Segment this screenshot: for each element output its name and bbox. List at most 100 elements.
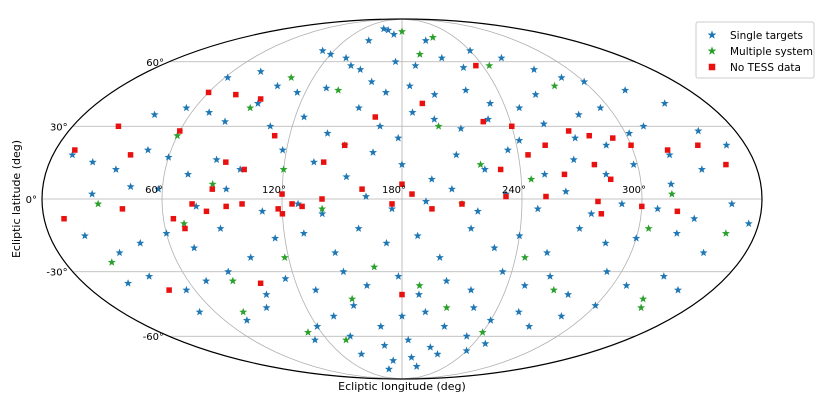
single-target-point xyxy=(459,63,468,71)
no-tess-data-point xyxy=(607,176,614,183)
single-target-point xyxy=(266,122,275,130)
no-tess-data-point xyxy=(473,62,479,69)
multiple-system-point xyxy=(442,303,451,312)
multiple-system-point xyxy=(239,307,248,316)
single-target-point xyxy=(574,110,583,119)
no-tess-data-point xyxy=(480,118,487,125)
no-tess-data-point xyxy=(598,211,605,217)
y-tick-label: -30° xyxy=(46,268,67,279)
single-target-point xyxy=(435,253,444,261)
single-target-point xyxy=(486,316,495,324)
single-target-point xyxy=(744,219,753,228)
single-target-point xyxy=(342,53,351,62)
no-tess-data-point xyxy=(203,208,210,215)
single-target-point xyxy=(346,61,355,70)
single-target-point xyxy=(389,356,398,364)
single-target-point xyxy=(143,145,152,154)
single-target-point xyxy=(126,182,135,191)
multiple-system-point xyxy=(94,199,103,208)
x-tick-label: 120° xyxy=(262,185,286,196)
multiple-system-point xyxy=(334,86,343,94)
no-tess-data-point xyxy=(275,206,281,212)
graticule xyxy=(42,18,762,380)
single-target-point xyxy=(490,243,499,252)
single-target-point xyxy=(452,150,461,159)
no-tess-data-point xyxy=(610,135,616,141)
multiple-system-point xyxy=(228,276,237,285)
no-tess-data-point xyxy=(189,201,195,207)
no-tess-data-point xyxy=(459,201,465,207)
single-target-point xyxy=(162,229,171,237)
x-tick-label: 180° xyxy=(382,185,406,196)
single-target-point xyxy=(667,180,676,188)
single-target-point xyxy=(580,77,589,86)
multiple-system-point xyxy=(415,281,424,289)
multiple-system-point xyxy=(180,219,189,228)
x-axis-label: Ecliptic longitude (deg) xyxy=(338,380,466,393)
single-target-point xyxy=(404,335,413,344)
legend-label: No TESS data xyxy=(730,62,801,74)
single-target-point xyxy=(539,119,548,128)
single-target-point xyxy=(216,224,225,232)
no-tess-data-point xyxy=(223,159,229,165)
no-tess-data-point xyxy=(359,186,365,192)
multiple-system-point xyxy=(370,262,379,271)
single-target-point xyxy=(520,281,529,289)
single-target-point xyxy=(262,303,271,312)
no-tess-data-point xyxy=(542,142,548,148)
no-tess-data-point xyxy=(409,191,415,197)
single-target-point xyxy=(88,189,97,198)
x-tick-label: 60° xyxy=(145,185,163,196)
multiple-system-point xyxy=(415,50,424,58)
single-target-point xyxy=(205,108,214,116)
single-target-point xyxy=(354,224,363,232)
single-target-point xyxy=(389,30,398,38)
single-target-point xyxy=(561,187,570,195)
single-target-point xyxy=(68,150,77,159)
multiple-system-point xyxy=(434,122,443,130)
single-target-point xyxy=(202,276,211,285)
single-target-point xyxy=(115,248,124,257)
single-target-point xyxy=(342,172,351,181)
single-target-point xyxy=(632,234,641,242)
single-target-point xyxy=(596,103,605,112)
single-target-point xyxy=(364,36,373,44)
single-target-point xyxy=(433,349,442,358)
y-tick-label: -60° xyxy=(143,332,164,343)
no-tess-data-point xyxy=(223,203,229,210)
no-tess-data-point xyxy=(497,166,504,173)
single-target-point xyxy=(531,90,540,98)
single-target-point xyxy=(124,279,133,287)
multiple-system-point xyxy=(428,33,437,41)
no-tess-data-point xyxy=(241,166,247,173)
single-target-point xyxy=(480,165,489,173)
single-target-point xyxy=(111,165,120,173)
single-target-point xyxy=(456,124,465,133)
single-target-point xyxy=(224,267,233,276)
no-tess-data-point xyxy=(591,161,598,168)
single-target-point xyxy=(281,274,290,283)
single-target-point xyxy=(349,301,358,309)
no-tess-data-point xyxy=(61,215,67,222)
no-tess-data-point xyxy=(372,114,379,120)
single-target-point xyxy=(346,332,355,340)
single-target-point xyxy=(150,110,159,119)
single-target-point xyxy=(145,272,154,280)
single-target-point xyxy=(546,272,555,280)
single-target-point xyxy=(293,88,302,96)
single-target-point xyxy=(329,312,338,320)
no-tess-data-point xyxy=(341,142,348,148)
y-axis-label: Ecliptic latitude (deg) xyxy=(10,140,23,258)
single-target-point xyxy=(727,199,736,208)
single-target-point xyxy=(421,307,430,316)
single-target-point xyxy=(408,108,417,116)
single-target-point xyxy=(530,65,539,73)
no-tess-data-point xyxy=(320,159,327,165)
single-target-point xyxy=(694,126,703,135)
single-target-point xyxy=(462,346,471,355)
multiple-system-point xyxy=(303,328,312,336)
single-target-point xyxy=(326,50,335,58)
single-target-point xyxy=(318,209,327,218)
legend-item-multiple-system: Multiple system xyxy=(707,46,813,58)
data-points xyxy=(61,24,753,373)
